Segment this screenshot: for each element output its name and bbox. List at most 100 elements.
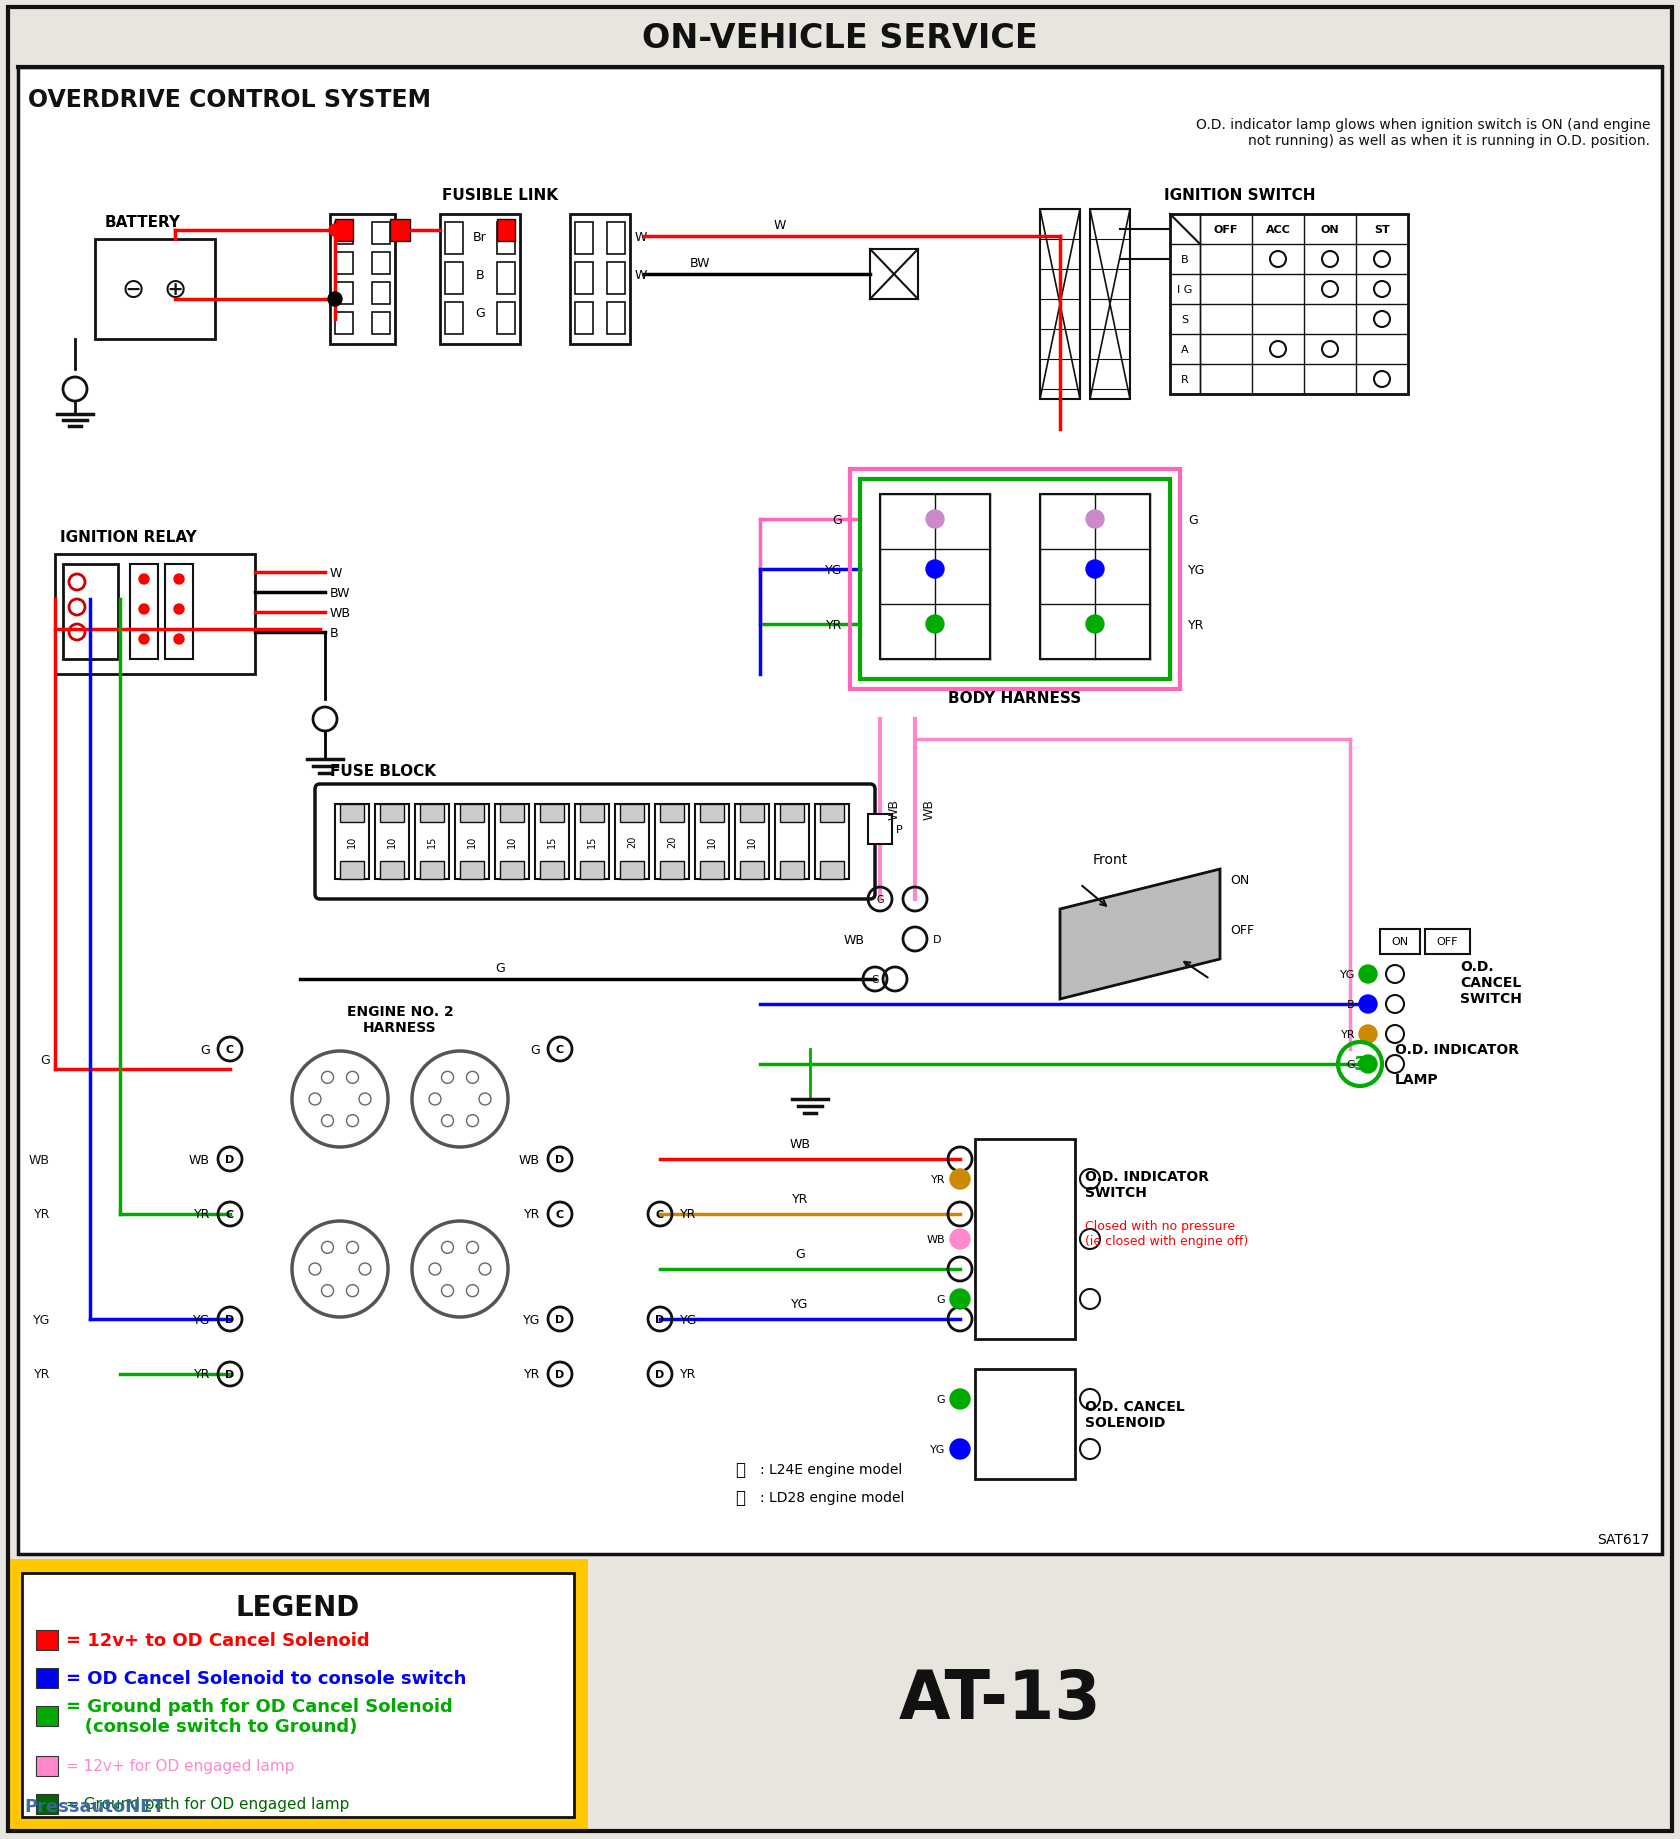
- Text: G: G: [936, 1295, 944, 1304]
- Text: YG: YG: [1188, 563, 1205, 576]
- Text: D: D: [225, 1315, 235, 1324]
- Bar: [18, 68, 1662, 1554]
- Text: G: G: [795, 1247, 805, 1260]
- Text: C: C: [556, 1210, 564, 1219]
- Text: 3: 3: [1354, 1056, 1368, 1074]
- Text: ON: ON: [1230, 874, 1250, 886]
- Text: 20: 20: [667, 835, 677, 848]
- Bar: [660, 805, 684, 822]
- Text: A: A: [1181, 346, 1189, 355]
- Text: YR: YR: [34, 1368, 50, 1381]
- Circle shape: [926, 511, 944, 530]
- Bar: [606, 303, 625, 335]
- Text: W: W: [635, 230, 647, 243]
- Bar: [1040, 495, 1151, 660]
- Bar: [497, 263, 516, 294]
- Bar: [35, 1756, 59, 1776]
- Text: YG: YG: [193, 1313, 210, 1326]
- Bar: [35, 1668, 59, 1688]
- Text: O.D. CANCEL
SOLENOID: O.D. CANCEL SOLENOID: [1085, 1399, 1184, 1429]
- Text: G: G: [877, 894, 884, 905]
- Text: S: S: [1181, 314, 1188, 326]
- Text: IGNITION RELAY: IGNITION RELAY: [60, 530, 197, 544]
- Text: ST: ST: [1374, 224, 1389, 235]
- Text: FUSE BLOCK: FUSE BLOCK: [329, 763, 437, 780]
- Circle shape: [1386, 995, 1404, 1013]
- Bar: [18, 68, 1662, 1554]
- Bar: [460, 861, 484, 879]
- Text: Br: Br: [474, 230, 487, 243]
- Text: G: G: [531, 1043, 539, 1056]
- Bar: [339, 861, 365, 879]
- Bar: [334, 254, 353, 274]
- Text: YG: YG: [32, 1313, 50, 1326]
- Bar: [580, 805, 605, 822]
- Text: W: W: [635, 268, 647, 281]
- Circle shape: [949, 1289, 969, 1309]
- Text: B: B: [1181, 256, 1189, 265]
- Bar: [339, 805, 365, 822]
- Circle shape: [926, 616, 944, 634]
- Circle shape: [1359, 965, 1378, 984]
- Bar: [375, 805, 408, 879]
- Bar: [35, 1795, 59, 1813]
- Bar: [380, 861, 403, 879]
- Text: YG: YG: [1339, 969, 1356, 980]
- Text: O.D.
CANCEL
SWITCH: O.D. CANCEL SWITCH: [1460, 960, 1522, 1006]
- Text: B: B: [475, 268, 484, 281]
- Text: YG: YG: [791, 1296, 808, 1311]
- Text: WB: WB: [790, 1137, 810, 1151]
- Text: Ⓖ: Ⓖ: [736, 1460, 744, 1479]
- Text: 10: 10: [386, 835, 396, 848]
- Bar: [620, 805, 643, 822]
- Bar: [1379, 929, 1420, 954]
- Bar: [860, 480, 1169, 680]
- Text: AT-13: AT-13: [899, 1666, 1102, 1732]
- Text: WB: WB: [889, 800, 900, 820]
- Text: 10: 10: [348, 835, 358, 848]
- Bar: [815, 805, 848, 879]
- Text: D: D: [556, 1315, 564, 1324]
- Bar: [1040, 210, 1080, 399]
- Text: YR: YR: [1188, 618, 1205, 631]
- Bar: [22, 1572, 575, 1817]
- Bar: [165, 565, 193, 660]
- Circle shape: [139, 576, 150, 585]
- Bar: [575, 805, 610, 879]
- Text: 10: 10: [507, 835, 517, 848]
- Text: R: R: [1181, 375, 1189, 384]
- Text: 10: 10: [707, 835, 717, 848]
- Bar: [501, 861, 524, 879]
- Circle shape: [949, 1170, 969, 1190]
- Text: WB: WB: [843, 932, 865, 945]
- Circle shape: [175, 634, 185, 645]
- Text: G: G: [1346, 1059, 1356, 1070]
- Bar: [580, 861, 605, 879]
- Bar: [1425, 929, 1470, 954]
- Bar: [497, 221, 516, 243]
- Bar: [371, 254, 390, 274]
- Bar: [35, 1707, 59, 1727]
- Text: YG: YG: [929, 1444, 944, 1455]
- Text: BATTERY: BATTERY: [104, 215, 181, 230]
- Text: O.D. INDICATOR
SWITCH: O.D. INDICATOR SWITCH: [1085, 1170, 1210, 1199]
- Text: C: C: [225, 1210, 234, 1219]
- Bar: [575, 263, 593, 294]
- Bar: [870, 250, 917, 300]
- Bar: [329, 215, 395, 346]
- Text: YR: YR: [524, 1208, 539, 1221]
- Circle shape: [1386, 965, 1404, 984]
- FancyBboxPatch shape: [316, 785, 875, 899]
- Bar: [774, 805, 810, 879]
- Bar: [660, 861, 684, 879]
- Text: 15: 15: [427, 835, 437, 848]
- Text: ON-VEHICLE SERVICE: ON-VEHICLE SERVICE: [642, 22, 1038, 55]
- Text: LAMP: LAMP: [1394, 1072, 1438, 1087]
- Bar: [334, 221, 353, 243]
- Text: YG: YG: [680, 1313, 697, 1326]
- Text: OFF: OFF: [1230, 923, 1255, 936]
- Text: SAT617: SAT617: [1598, 1532, 1650, 1547]
- Text: B: B: [329, 625, 339, 640]
- Bar: [334, 805, 370, 879]
- Text: OFF: OFF: [1436, 936, 1458, 947]
